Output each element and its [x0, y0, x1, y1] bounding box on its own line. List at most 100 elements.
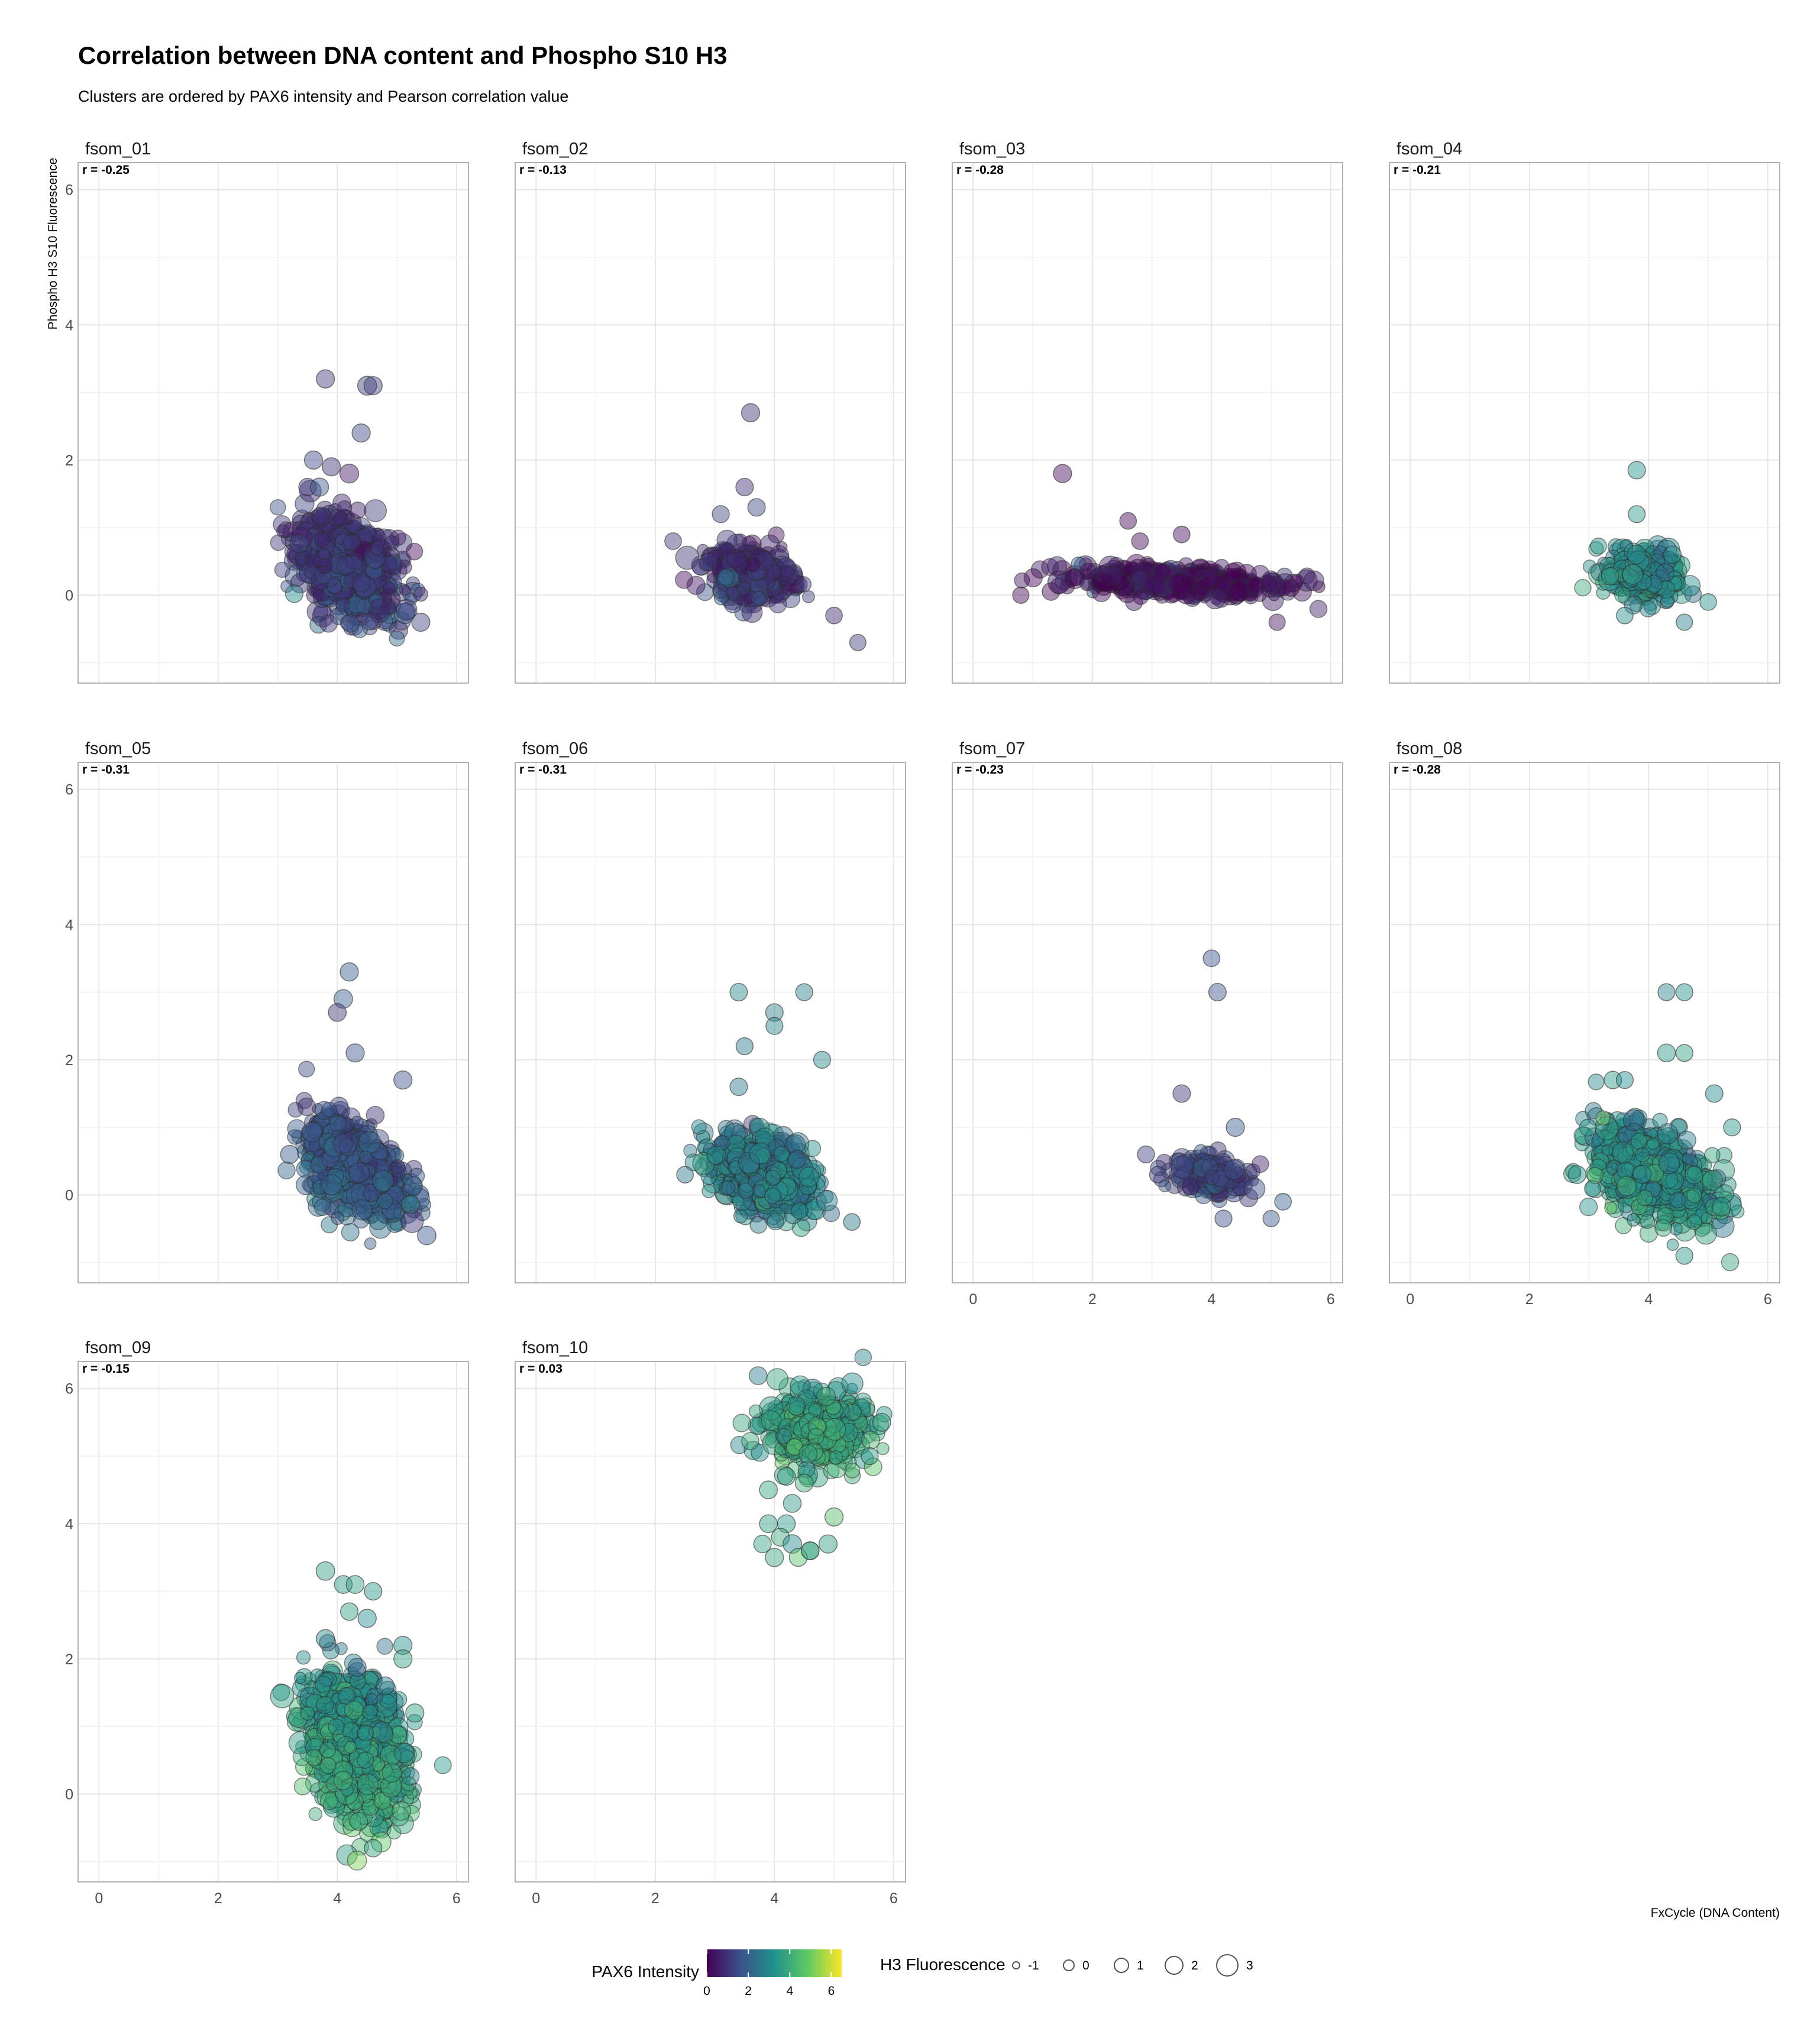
data-point — [1622, 564, 1643, 585]
correlation-label: r = -0.31 — [519, 763, 567, 777]
outlier-point — [664, 532, 682, 550]
panel-background — [952, 163, 1343, 683]
data-point — [1579, 1198, 1598, 1217]
y-tick-label: 0 — [65, 587, 73, 604]
data-point — [1064, 568, 1085, 589]
data-point — [321, 1174, 342, 1195]
data-point — [1685, 1166, 1703, 1185]
data-point — [798, 1166, 820, 1188]
outlier-point — [345, 1043, 365, 1063]
outlier-point — [1208, 983, 1227, 1002]
x-tick-label: 2 — [214, 1890, 222, 1907]
data-point — [316, 1696, 334, 1715]
outlier-point — [1119, 512, 1137, 530]
data-point — [314, 1676, 332, 1693]
data-point — [1171, 1155, 1194, 1179]
data-point — [801, 590, 815, 603]
outlier-point — [1699, 593, 1717, 611]
correlation-label: r = -0.25 — [82, 163, 130, 177]
outlier-point — [1131, 532, 1149, 550]
data-point — [313, 531, 331, 548]
data-point — [308, 1807, 323, 1822]
data-point — [1601, 567, 1619, 586]
outlier-point — [676, 1166, 694, 1183]
data-point — [344, 1741, 357, 1754]
data-point — [751, 591, 766, 606]
y-tick-label: 4 — [65, 917, 73, 933]
data-point — [359, 1150, 373, 1164]
data-point — [401, 1767, 420, 1786]
data-point — [701, 1183, 716, 1198]
facet-label: fsom_07 — [959, 739, 1025, 758]
data-point — [788, 1150, 807, 1169]
data-point — [1666, 1238, 1679, 1251]
data-point — [357, 1725, 374, 1742]
facet-panel-fsom_04: fsom_04r = -0.21 — [1389, 140, 1780, 684]
data-point — [333, 1771, 353, 1790]
data-point — [297, 1097, 316, 1117]
outlier-point — [303, 450, 324, 470]
data-point — [394, 1742, 415, 1764]
data-point — [746, 557, 761, 573]
data-point — [716, 568, 735, 586]
data-point — [1251, 1155, 1269, 1173]
data-point — [371, 1721, 393, 1743]
data-point — [1652, 1112, 1668, 1128]
outlier-point — [328, 1003, 347, 1022]
facet-label: fsom_08 — [1396, 739, 1462, 758]
facet-label: fsom_02 — [522, 140, 588, 159]
data-point — [1627, 1213, 1641, 1227]
x-tick-label: 6 — [452, 1890, 461, 1907]
data-point — [311, 508, 329, 525]
data-point — [1636, 1189, 1653, 1207]
outlier-point — [340, 1602, 359, 1621]
data-point — [305, 1749, 322, 1766]
outlier-point — [712, 505, 730, 523]
chart-title: Correlation between DNA content and Phos… — [78, 41, 728, 69]
data-point — [699, 552, 719, 572]
outlier-point — [322, 457, 341, 477]
outlier-point — [405, 1703, 425, 1723]
outlier-point — [741, 403, 761, 423]
data-point — [1309, 600, 1328, 618]
x-tick-label: 4 — [333, 1890, 341, 1907]
data-point — [341, 614, 360, 633]
data-point — [1152, 570, 1166, 584]
data-point — [289, 533, 309, 554]
data-point — [1590, 538, 1607, 555]
outlier-point — [1615, 1070, 1634, 1089]
data-point — [773, 1146, 790, 1162]
data-point — [1686, 1188, 1702, 1204]
data-point — [332, 511, 348, 527]
data-point — [370, 540, 385, 555]
data-point — [683, 1143, 697, 1158]
data-point — [273, 515, 292, 534]
data-point — [1243, 1178, 1266, 1200]
data-point — [269, 499, 286, 516]
data-point — [313, 1198, 332, 1217]
outlier-point — [1012, 586, 1030, 604]
x-tick-label: 0 — [969, 1291, 977, 1308]
data-point — [270, 1684, 295, 1709]
data-point — [791, 1202, 809, 1220]
data-point — [1602, 1144, 1614, 1156]
data-point — [351, 1199, 373, 1221]
points-fsom_01 — [269, 369, 431, 647]
data-point — [321, 1102, 337, 1118]
correlation-label: r = -0.15 — [82, 1362, 130, 1376]
x-tick-label: 0 — [95, 1890, 103, 1907]
data-point — [686, 575, 706, 595]
outlier-point — [1202, 949, 1221, 968]
outlier-point — [1567, 1165, 1587, 1184]
data-point — [348, 1162, 370, 1183]
data-point — [1223, 1159, 1244, 1181]
data-point — [1658, 1152, 1680, 1175]
data-point — [293, 1777, 312, 1796]
facet-panel-fsom_10: fsom_10r = 0.030 2 4 6 — [515, 1338, 906, 1907]
x-tick-label: 6 — [1327, 1291, 1335, 1308]
x-tick-label: 0 — [1406, 1291, 1414, 1308]
outlier-point — [1676, 613, 1693, 631]
data-point — [752, 1184, 767, 1198]
data-point — [1023, 568, 1043, 588]
